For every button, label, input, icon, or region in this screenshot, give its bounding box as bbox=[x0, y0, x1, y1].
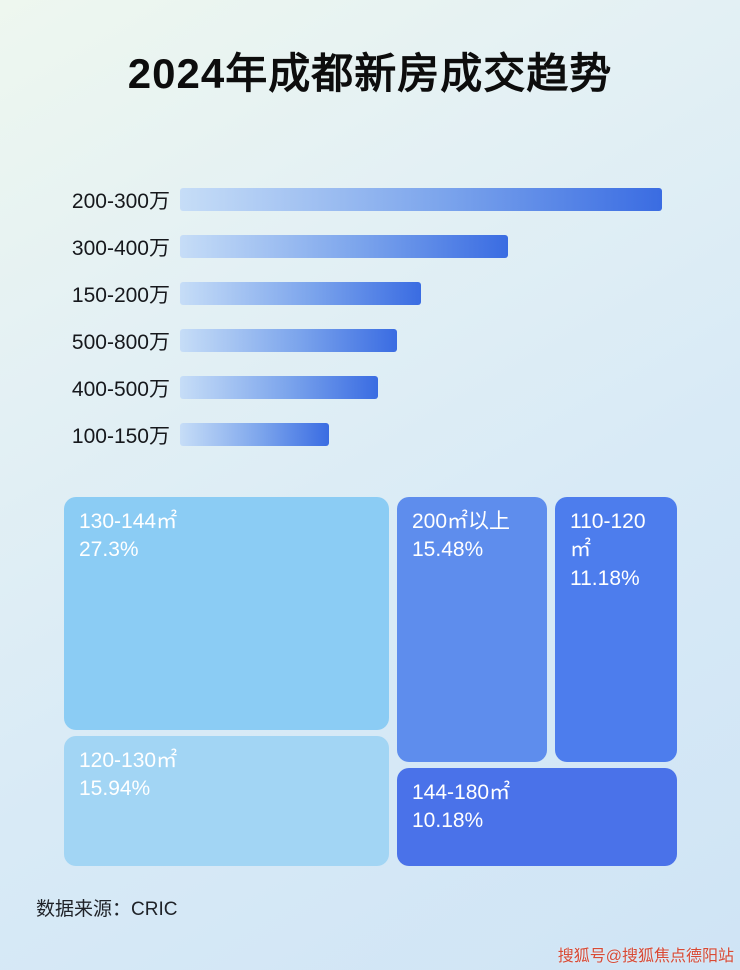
treemap-block-130-144: 130-144㎡ 27.3% bbox=[64, 497, 389, 730]
bar-category-label: 400-500万 bbox=[71, 377, 170, 401]
treemap-block-110-120: 110-120㎡ 11.18% bbox=[555, 497, 677, 762]
treemap-block-200-plus: 200㎡以上 15.48% bbox=[397, 497, 547, 762]
bar-track bbox=[180, 235, 662, 258]
bar-track bbox=[180, 329, 662, 352]
treemap-block-label: 110-120㎡ bbox=[570, 510, 646, 562]
bar-row: 100-150万 bbox=[0, 411, 740, 458]
price-band-bar-chart: 200-300万 300-400万 150-200万 500-800万 400- bbox=[0, 176, 740, 458]
bar bbox=[180, 423, 330, 446]
bar-category-label: 300-400万 bbox=[71, 236, 170, 260]
watermark: 搜狐号@搜狐焦点德阳站 bbox=[557, 948, 734, 965]
treemap-block-label: 200㎡以上 bbox=[412, 510, 511, 533]
bar-row: 300-400万 bbox=[0, 223, 740, 270]
bar bbox=[180, 235, 508, 258]
bar-row: 150-200万 bbox=[0, 270, 740, 317]
treemap-block-value: 15.48% bbox=[412, 538, 484, 562]
treemap-block-value: 27.3% bbox=[79, 538, 139, 562]
bar-track bbox=[180, 188, 662, 211]
treemap-block-144-180: 144-180㎡ 10.18% bbox=[397, 768, 677, 866]
bar-track bbox=[180, 423, 662, 446]
treemap-block-label: 130-144㎡ bbox=[79, 510, 178, 533]
bar-category-label: 200-300万 bbox=[71, 189, 170, 213]
bar-track bbox=[180, 282, 662, 305]
bar bbox=[180, 188, 662, 211]
treemap-block-value: 10.18% bbox=[412, 809, 484, 833]
bar-category-label: 100-150万 bbox=[71, 424, 170, 448]
bar-row: 400-500万 bbox=[0, 364, 740, 411]
area-segment-treemap: 130-144㎡ 27.3% 200㎡以上 15.48% 110-120㎡ 11… bbox=[64, 497, 677, 866]
treemap-block-value: 15.94% bbox=[79, 777, 151, 801]
data-source-note: 数据来源：CRIC bbox=[36, 899, 178, 920]
bar-track bbox=[180, 376, 662, 399]
treemap-block-value: 11.18% bbox=[570, 566, 640, 590]
bar-category-label: 150-200万 bbox=[71, 283, 170, 307]
bar-row: 500-800万 bbox=[0, 317, 740, 364]
treemap-block-label: 144-180㎡ bbox=[412, 781, 511, 804]
bar bbox=[180, 282, 421, 305]
page-title: 2024年成都新房成交趋势 bbox=[127, 50, 613, 97]
bar-row: 200-300万 bbox=[0, 176, 740, 223]
bar-category-label: 500-800万 bbox=[71, 330, 170, 354]
treemap-block-label: 120-130㎡ bbox=[79, 749, 178, 772]
bar bbox=[180, 376, 378, 399]
treemap-block-120-130: 120-130㎡ 15.94% bbox=[64, 736, 389, 866]
bar bbox=[180, 329, 397, 352]
